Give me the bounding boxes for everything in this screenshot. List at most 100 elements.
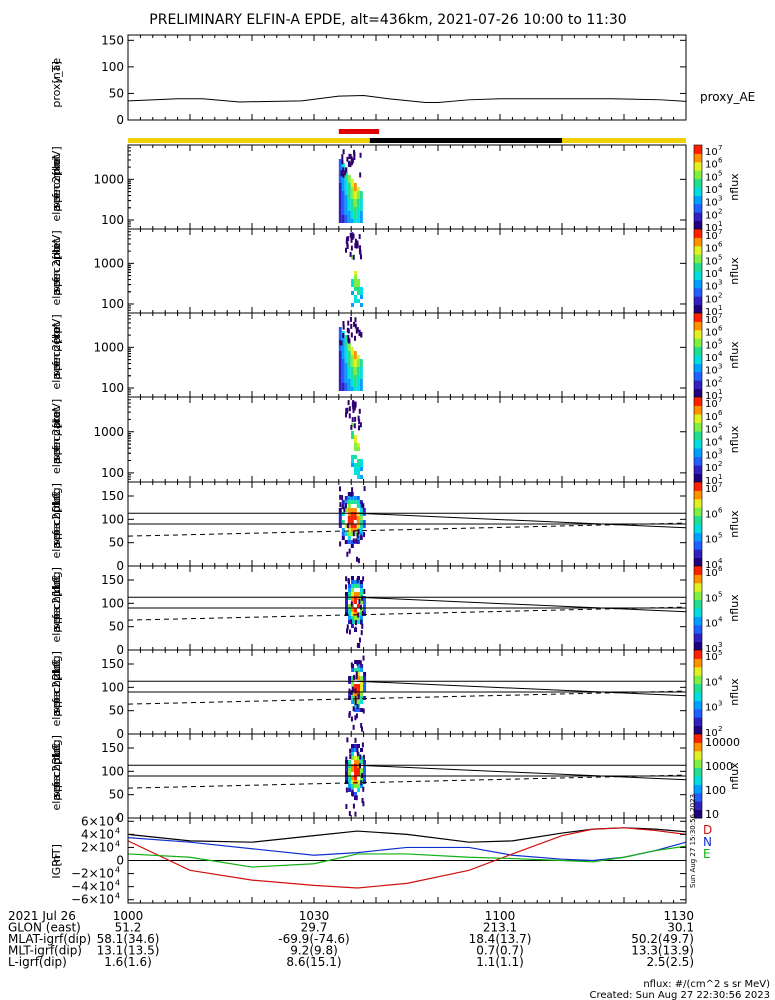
panel-1-cell	[347, 199, 351, 203]
panel-5-cell	[347, 536, 351, 540]
panel-3-cell	[350, 347, 354, 351]
panel-8-cell	[348, 784, 351, 788]
panel-4-colorbar-cell	[694, 448, 702, 451]
panel-5-speckle	[357, 558, 360, 564]
panel-6-colorbar-cell	[694, 631, 702, 634]
panel-5-colorbar-cell	[694, 482, 702, 485]
panel-5-colorbar-cell	[694, 551, 702, 554]
panel-8-colorbar-cell	[694, 755, 702, 758]
panel-8-colorbar-cell	[694, 742, 702, 745]
panel-1-cell	[353, 219, 357, 223]
grf-ytick-label: −4×10	[71, 880, 114, 894]
panel-4-colorbar-cell	[694, 475, 702, 479]
panel-8-colorbar-cell	[694, 803, 702, 806]
panel-2-cell	[351, 255, 354, 259]
panel-7-cell	[351, 700, 355, 704]
panel-7-cell	[354, 692, 358, 696]
panel-6-speckle	[346, 624, 349, 630]
panel-3-speckle	[339, 340, 342, 346]
panel-2-colorbar-exp: 6	[718, 241, 723, 249]
panel-3-colorbar-cell	[694, 313, 702, 316]
panel-3-colorbar-cell	[694, 357, 702, 360]
panel-8-colorbar-cell	[694, 813, 702, 817]
grf-ytick-label: 6×10	[81, 814, 114, 828]
panel-7-ytick-label: 50	[109, 704, 124, 718]
panel-7-speckle	[356, 660, 359, 666]
panel-8-cell	[360, 760, 363, 764]
ephem-cell: 1.1(1.1)	[476, 955, 524, 969]
grf-stamp: Sun Aug 27 15:30:56 2023	[689, 794, 697, 888]
panel-7-cell	[363, 684, 367, 688]
panel-6-speckle	[350, 619, 353, 625]
panel-5-colorbar-cell	[694, 511, 702, 514]
panel-5-colorbar-cell	[694, 561, 702, 565]
panel-1-cell	[359, 199, 363, 203]
panel-1-cell	[338, 207, 342, 211]
panel-1-speckle	[353, 155, 356, 161]
panel-6-colorbar-cell	[694, 624, 702, 628]
panel-8-ylabel-line: ch3LC	[50, 743, 63, 777]
panel-3-cell	[344, 379, 348, 383]
panel-7-colorbar-tick: 10	[705, 728, 718, 739]
panel-2-cell	[354, 279, 357, 283]
panel-5-colorbar-tick: 10	[705, 509, 718, 520]
panel-5-speckle	[360, 502, 363, 508]
panel-5-speckle	[351, 487, 354, 493]
panel-2-cell	[357, 279, 360, 283]
panel-3-ylabel-line: ela	[50, 373, 63, 390]
panel-8-speckle	[348, 811, 351, 817]
panel-3-cell	[356, 359, 360, 363]
panel-1-ytick-label: 100	[101, 213, 124, 227]
panel-6-ylabel-line: [deg]	[50, 567, 63, 596]
panel-7-colorbar-exp: 5	[718, 649, 722, 657]
panel-3-cell	[341, 379, 345, 383]
panel-7-colorbar-cell	[694, 706, 702, 710]
panel-1-cell	[350, 211, 354, 215]
panel-5-cell	[341, 528, 345, 532]
panel-7-cell	[351, 680, 355, 684]
panel-7-cell	[348, 696, 352, 700]
panel-4-colorbar-cell	[694, 411, 702, 415]
panel-8-speckle	[352, 803, 355, 809]
panel-2-colorbar-cell	[694, 273, 702, 276]
panel-3-cell	[347, 343, 351, 347]
panel-3-cell	[344, 339, 348, 343]
panel-8-cell	[345, 760, 348, 764]
panel-6-colorbar-tick: 10	[705, 644, 718, 655]
panel-2-colorbar-exp: 1	[718, 304, 722, 312]
panel-6-colorbar-exp: 4	[718, 616, 723, 624]
panel-3-cell	[341, 363, 345, 367]
panel-2-colorbar-tick: 10	[705, 307, 718, 318]
panel-1-cell	[344, 179, 348, 183]
panel-7-colorbar-cell	[694, 656, 702, 659]
panel-5-cell	[347, 524, 351, 528]
panel-2-colorbar-cell	[694, 231, 702, 234]
panel-5-cell	[350, 508, 354, 512]
panel-5-cell	[350, 524, 354, 528]
panel-5-speckle	[350, 492, 353, 498]
panel-4-colorbar-cell	[694, 467, 702, 470]
panel-3-ylabel-line: pef	[50, 361, 63, 380]
panel-5-colorbar-cell	[694, 524, 702, 527]
panel-7-speckle	[357, 694, 360, 700]
panel-8-speckle	[356, 751, 359, 757]
panel-6-colorbar-cell	[694, 584, 702, 588]
panel-1-colorbar-tick: 10	[705, 160, 718, 171]
panel-5-cell	[338, 524, 342, 528]
panel-3-cell	[347, 359, 351, 363]
panel-7-speckle	[361, 726, 364, 732]
panel-1-cell	[353, 203, 357, 207]
panel-7-cell	[357, 688, 361, 692]
panel-6-colorbar-tick: 10	[705, 568, 718, 579]
panel-2-cell	[360, 303, 363, 307]
panel-3-cell	[338, 359, 342, 363]
panel-6-speckle	[363, 589, 366, 595]
panel-6-line-dashed	[127, 606, 687, 621]
panel-3-colorbar-cell	[694, 342, 702, 345]
panel-7-cell	[363, 672, 367, 676]
panel-3-cell	[356, 367, 360, 371]
panel-6-colorbar-cell	[694, 599, 702, 603]
panel-8-cell	[348, 768, 351, 772]
panel-8-cell	[348, 788, 351, 792]
panel-7-speckle	[360, 722, 363, 728]
